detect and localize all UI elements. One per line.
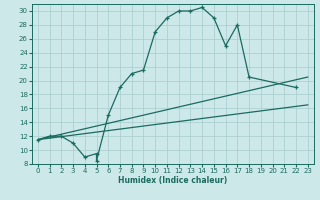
- X-axis label: Humidex (Indice chaleur): Humidex (Indice chaleur): [118, 176, 228, 185]
